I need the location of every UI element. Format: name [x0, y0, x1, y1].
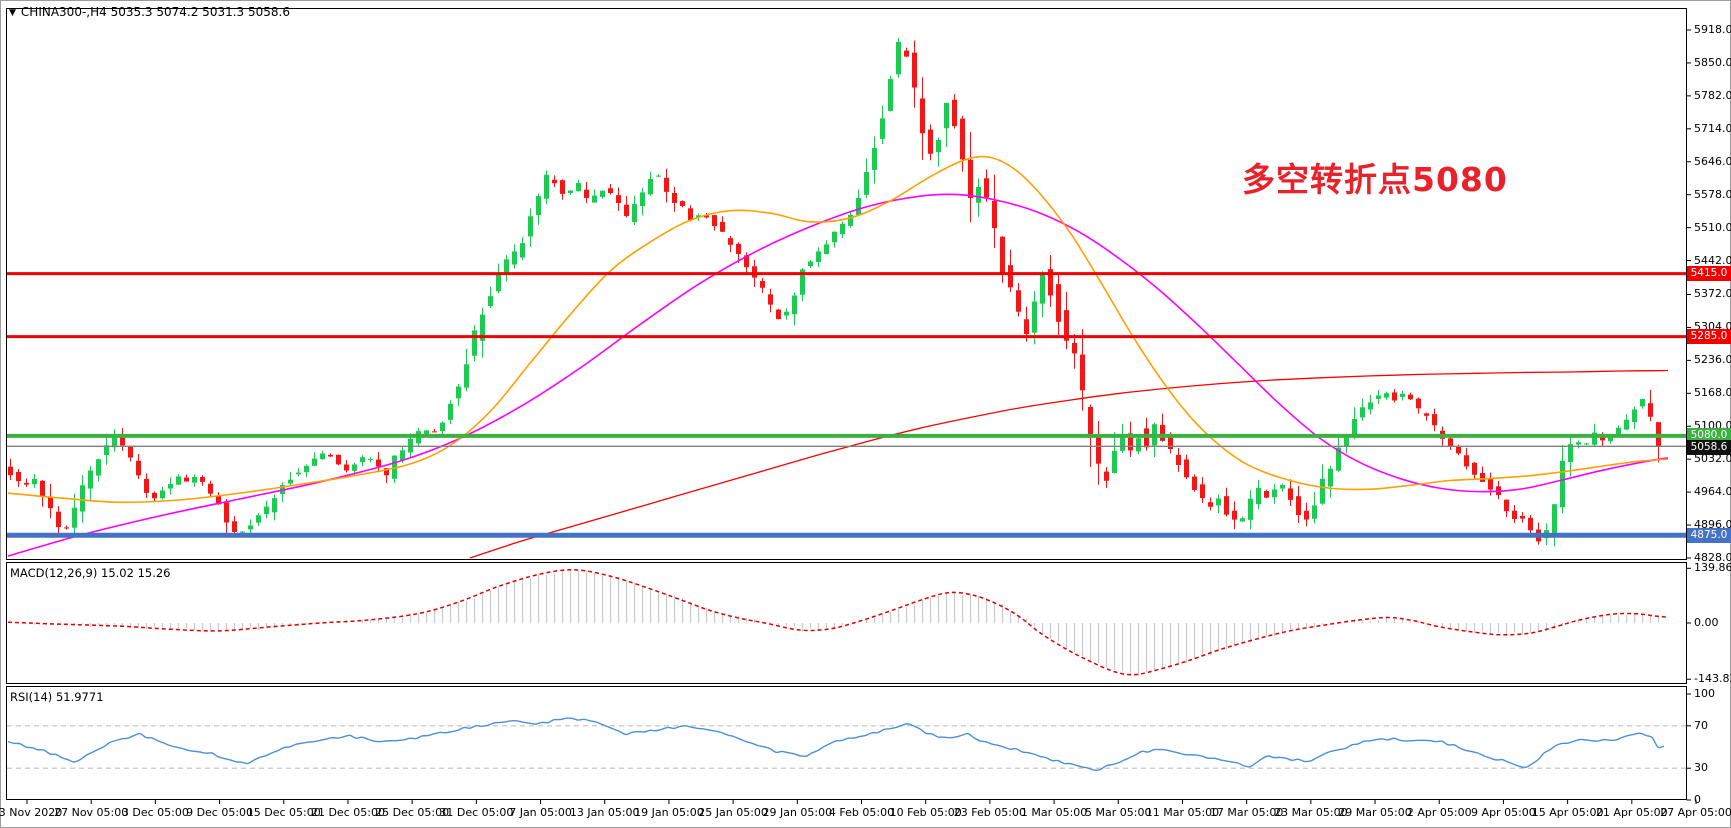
- time-tick: 23 Nov 2020: [0, 806, 63, 819]
- time-tick: 25 Dec 05:00: [375, 806, 450, 819]
- price-tick: 4964.0: [1694, 485, 1731, 499]
- time-tick: 2 Apr 05:00: [1406, 806, 1472, 819]
- time-tick: 10 Feb 05:00: [889, 806, 962, 819]
- time-tick: 5 Mar 05:00: [1085, 806, 1152, 819]
- price-tag-5285.0: 5285.0: [1687, 329, 1731, 345]
- time-tick: 31 Dec 05:00: [439, 806, 514, 819]
- macd-tick: -143.82: [1694, 672, 1731, 686]
- time-tick: 25 Jan 05:00: [698, 806, 768, 819]
- macd-histogram: [9, 569, 1660, 676]
- time-tick: 19 Jan 05:00: [634, 806, 704, 819]
- current-price-tag: 5058.6: [1687, 439, 1731, 455]
- price-tag-4875.0: 4875.0: [1687, 527, 1731, 543]
- price-tick: 5442.0: [1694, 253, 1731, 267]
- time-tick: 11 Mar 05:00: [1145, 806, 1220, 819]
- price-tick: 5850.0: [1694, 55, 1731, 69]
- ohlc-values: 5035.3 5074.2 5031.3 5058.6: [106, 5, 290, 19]
- rsi-tick: 100: [1694, 687, 1715, 700]
- time-tick: 13 Jan 05:00: [569, 806, 640, 819]
- price-tick: 5918.0: [1694, 23, 1731, 36]
- price-tag-5415.0: 5415.0: [1687, 266, 1731, 282]
- macd-tick: 139.86: [1694, 561, 1731, 575]
- price-tick: 5646.0: [1694, 154, 1731, 168]
- price-tick: 4828.0: [1694, 551, 1731, 564]
- chart-title: ▼ CHINA300-,H4 5035.3 5074.2 5031.3 5058.…: [9, 5, 290, 19]
- chart-annotation-text[interactable]: 多空转折点5080: [1242, 160, 1508, 199]
- rsi-indicator-label: RSI(14) 51.9771: [10, 690, 104, 704]
- time-tick: 29 Jan 05:00: [762, 806, 833, 819]
- price-tick: 5782.0: [1694, 88, 1731, 102]
- time-tick: 29 Mar 05:00: [1338, 806, 1412, 819]
- time-tick: 3 Dec 05:00: [121, 806, 189, 819]
- main-price-panel[interactable]: [6, 8, 1687, 560]
- time-tick: 15 Apr 05:00: [1531, 806, 1604, 819]
- price-tick: 5372.0: [1694, 287, 1731, 301]
- time-tick: 7 Jan 05:00: [509, 806, 572, 819]
- ma-fast-orange[interactable]: [7, 155, 1669, 504]
- time-tick: 21 Dec 05:00: [310, 806, 385, 819]
- macd-signal-line: [7, 569, 1669, 676]
- symbol-timeframe-label: CHINA300-,H4: [20, 5, 107, 19]
- rsi-name: RSI(14): [10, 690, 53, 704]
- rsi-line: [7, 717, 1665, 771]
- candlesticks: [8, 37, 1661, 547]
- time-tick: 15 Dec 05:00: [246, 806, 321, 819]
- time-tick: 21 Apr 05:00: [1595, 806, 1668, 819]
- rsi-value: 51.9771: [55, 690, 104, 704]
- price-tick: 5168.0: [1694, 386, 1731, 400]
- time-tick: 9 Dec 05:00: [186, 806, 254, 819]
- time-tick: 1 Mar 05:00: [1020, 806, 1088, 819]
- time-tick: 4 Feb 05:00: [828, 806, 895, 819]
- rsi-tick: 30: [1694, 761, 1708, 775]
- price-tick: 5714.0: [1694, 121, 1731, 135]
- price-tick: 5032.0: [1694, 452, 1731, 466]
- time-tick: 23 Feb 05:00: [953, 806, 1026, 819]
- time-tick: 23 Mar 05:00: [1274, 806, 1348, 819]
- symbol-dropdown-icon[interactable]: ▼: [9, 8, 16, 18]
- price-tick: 5578.0: [1694, 187, 1731, 201]
- rsi-tick: 0: [1694, 793, 1701, 806]
- price-tick: 5236.0: [1694, 353, 1731, 367]
- price-tick: 5510.0: [1694, 220, 1731, 234]
- price-tag-5080.0: 5080.0: [1687, 428, 1731, 444]
- rsi-tick: 70: [1694, 718, 1708, 732]
- macd-values: 15.02 15.26: [101, 566, 171, 580]
- time-tick: 27 Apr 05:00: [1660, 806, 1731, 819]
- rsi-panel[interactable]: [6, 686, 1687, 800]
- macd-tick: 0.00: [1694, 616, 1719, 629]
- time-tick: 27 Nov 05:00: [54, 806, 129, 819]
- macd-indicator-label: MACD(12,26,9) 15.02 15.26: [10, 566, 171, 580]
- ma-mid-magenta[interactable]: [7, 193, 1669, 557]
- ma-slow-red[interactable]: [469, 369, 1669, 559]
- time-tick: 17 Mar 05:00: [1209, 806, 1284, 819]
- macd-name: MACD(12,26,9): [10, 566, 98, 580]
- macd-panel[interactable]: [6, 562, 1687, 684]
- time-tick: 9 Apr 05:00: [1471, 806, 1536, 819]
